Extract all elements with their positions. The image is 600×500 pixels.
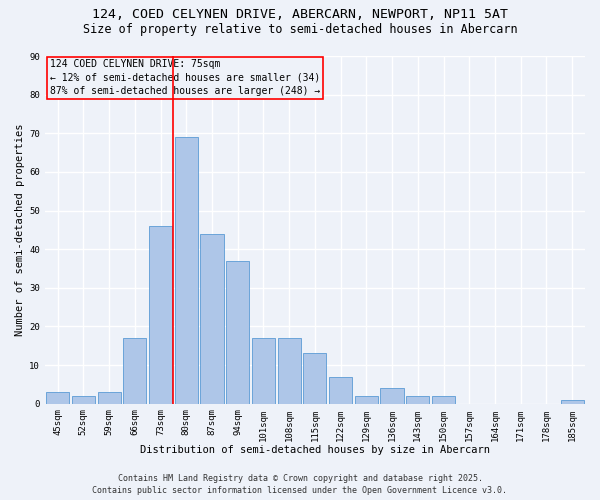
Bar xyxy=(304,354,326,404)
X-axis label: Distribution of semi-detached houses by size in Abercarn: Distribution of semi-detached houses by … xyxy=(140,445,490,455)
Bar xyxy=(252,338,275,404)
Text: 124 COED CELYNEN DRIVE: 75sqm
← 12% of semi-detached houses are smaller (34)
87%: 124 COED CELYNEN DRIVE: 75sqm ← 12% of s… xyxy=(50,60,320,96)
Text: 124, COED CELYNEN DRIVE, ABERCARN, NEWPORT, NP11 5AT: 124, COED CELYNEN DRIVE, ABERCARN, NEWPO… xyxy=(92,8,508,20)
Bar xyxy=(406,396,430,404)
Bar xyxy=(432,396,455,404)
Bar xyxy=(560,400,584,404)
Bar xyxy=(72,396,95,404)
Y-axis label: Number of semi-detached properties: Number of semi-detached properties xyxy=(15,124,25,336)
Bar xyxy=(329,376,352,404)
Bar xyxy=(380,388,404,404)
Bar xyxy=(123,338,146,404)
Bar xyxy=(355,396,378,404)
Bar xyxy=(175,137,198,404)
Bar xyxy=(149,226,172,404)
Bar xyxy=(226,261,249,404)
Text: Size of property relative to semi-detached houses in Abercarn: Size of property relative to semi-detach… xyxy=(83,22,517,36)
Bar xyxy=(200,234,224,404)
Text: Contains HM Land Registry data © Crown copyright and database right 2025.
Contai: Contains HM Land Registry data © Crown c… xyxy=(92,474,508,495)
Bar xyxy=(278,338,301,404)
Bar xyxy=(46,392,69,404)
Bar xyxy=(98,392,121,404)
